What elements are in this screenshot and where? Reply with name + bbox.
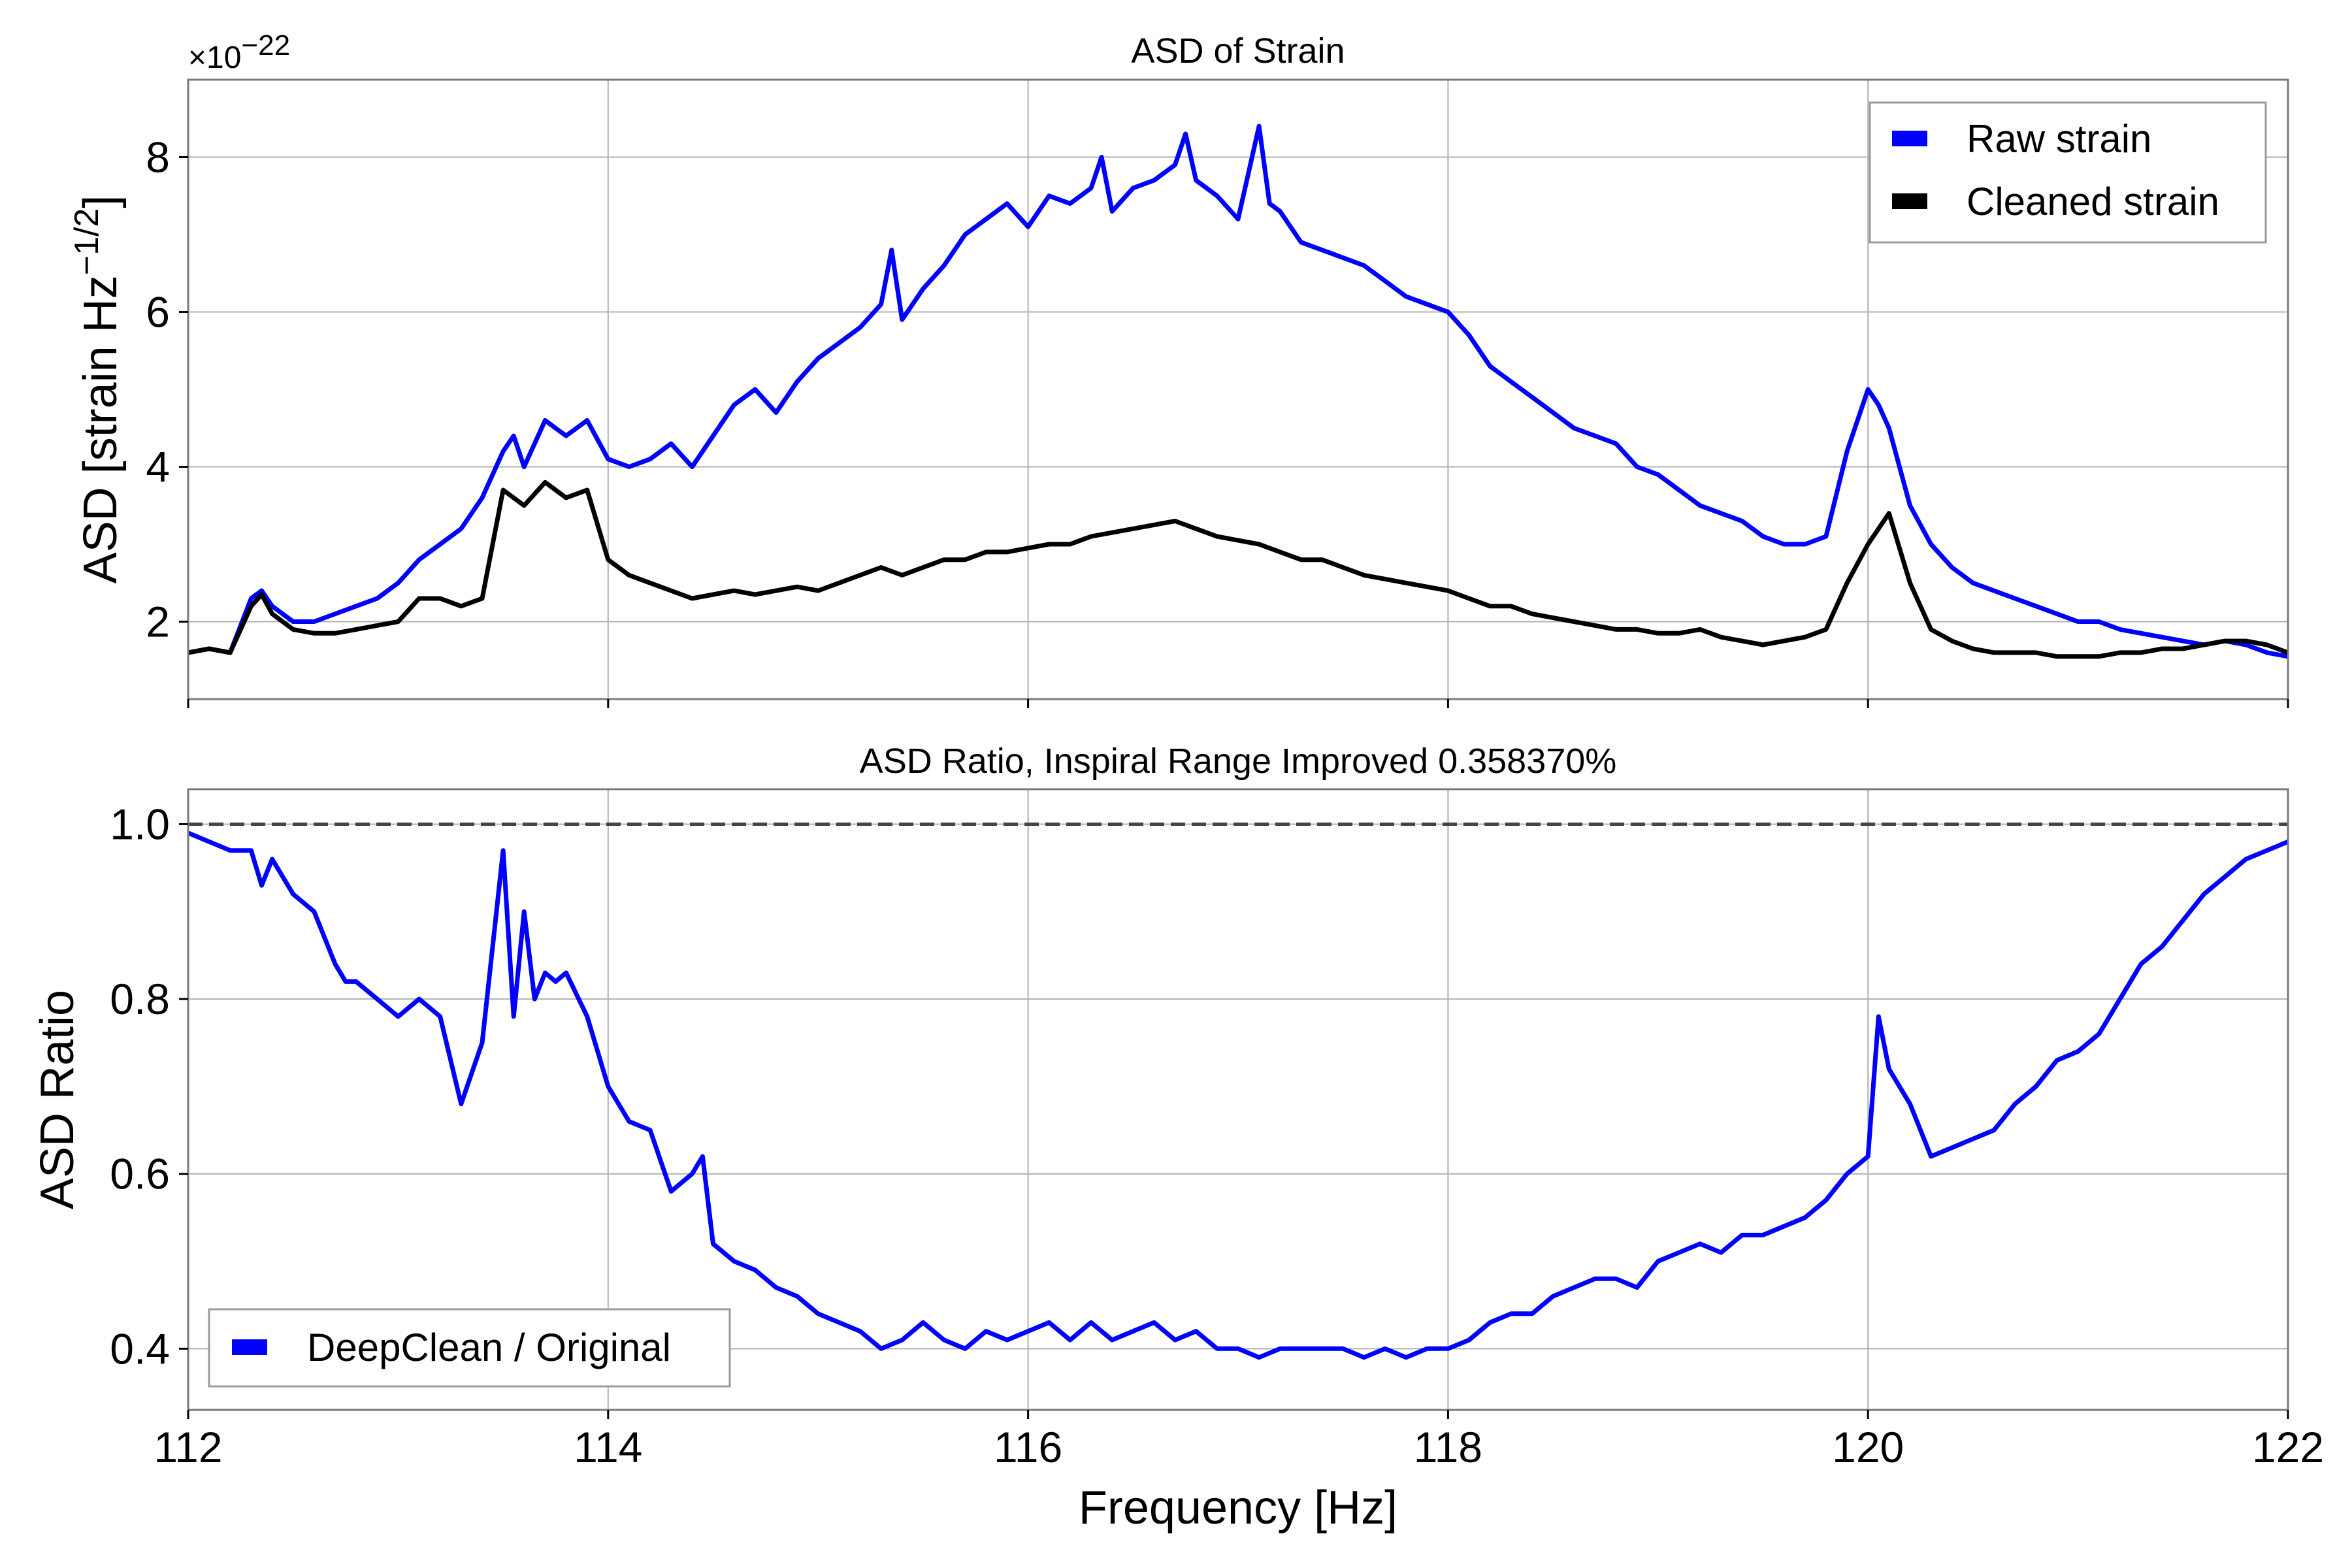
top-y-scale-factor: ×10−22: [188, 29, 290, 75]
top-y-scale-base: ×10−22: [188, 29, 290, 75]
y-tick-label: 0.8: [110, 975, 170, 1023]
bottom-plot-frame: [187, 788, 2289, 1411]
x-tick-label: 120: [1832, 1423, 1904, 1471]
top-chart-title: ASD of Strain: [1131, 31, 1345, 71]
series-line-cleaned-strain: [188, 480, 2289, 659]
legend-swatch-deepclean-ratio: [232, 1339, 267, 1355]
bottom-series: [187, 823, 2289, 1360]
y-tick-label: 4: [146, 443, 170, 491]
top-y-axis-label: ASD [strain Hz−1/2]: [68, 195, 127, 584]
bottom-chart: 112 114 116 118 120 122 0.4 0.6 0.8 1.0 ASD Ratio…: [31, 742, 2324, 1534]
x-axis-label: Frequency [Hz]: [1079, 1482, 1397, 1534]
top-legend: Raw strain Cleaned strain: [1869, 101, 2267, 244]
bottom-chart-title: ASD Ratio, Inspiral Range Improved 0.358…: [860, 742, 1617, 781]
y-tick-label: 0.4: [110, 1324, 170, 1373]
top-plot-frame: [187, 78, 2289, 700]
legend-swatch-raw-strain: [1892, 131, 1927, 146]
x-tick-label: 114: [574, 1423, 642, 1471]
bottom-legend-box: [208, 1308, 731, 1388]
bottom-ticks: 112 114 116 118 120 122 0.4 0.6 0.8 1.0: [110, 800, 2324, 1471]
legend-swatch-cleaned-strain: [1892, 193, 1927, 209]
y-tick-label: 1.0: [110, 800, 170, 849]
series-line-raw-strain: [188, 123, 2289, 659]
top-series: [188, 123, 2289, 659]
y-tick-label: 2: [146, 598, 170, 646]
x-tick-label: 118: [1414, 1423, 1482, 1471]
top-legend-box: [1869, 101, 2267, 244]
y-tick-label: 8: [146, 133, 170, 182]
top-chart: 2 4 6 8 ASD of Strain ×10−22 ASD [strain Hz…: [68, 29, 2289, 708]
x-tick-label: 116: [994, 1423, 1062, 1471]
x-tick-label: 122: [2252, 1423, 2324, 1471]
y-tick-label: 6: [146, 288, 170, 336]
bottom-legend: DeepClean / Original: [208, 1308, 731, 1388]
series-line-deepclean-original: [187, 830, 2289, 1360]
legend-label-cleaned-strain: Cleaned strain: [1967, 180, 2219, 223]
top-ticks: 2 4 6 8: [146, 133, 2289, 708]
legend-label-deepclean-ratio: DeepClean / Original: [307, 1326, 671, 1369]
x-tick-label: 112: [154, 1423, 222, 1471]
bottom-y-axis-label: ASD Ratio: [31, 990, 84, 1209]
y-tick-label: 0.6: [110, 1150, 170, 1198]
legend-label-raw-strain: Raw strain: [1967, 117, 2151, 161]
